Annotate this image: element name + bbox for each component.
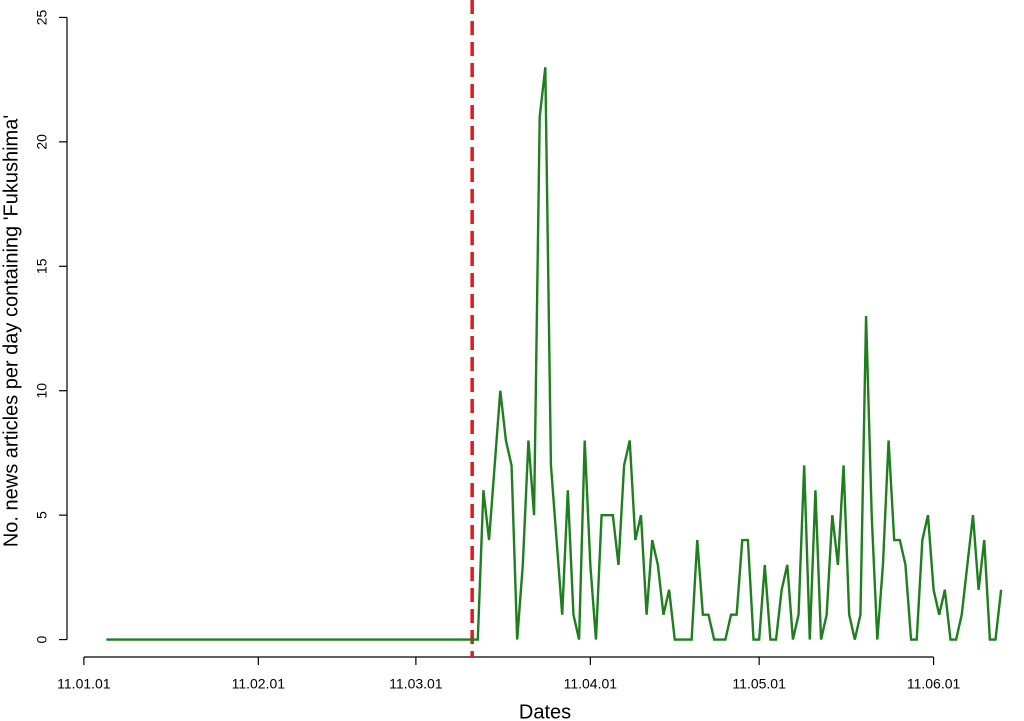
x-tick-label: 11.02.01: [232, 676, 286, 692]
x-tick-label: 11.04.01: [564, 676, 618, 692]
y-tick-label: 25: [34, 9, 50, 25]
x-tick-label: 11.05.01: [732, 676, 786, 692]
y-tick-label: 0: [34, 635, 50, 643]
x-tick-label: 11.03.01: [389, 676, 443, 692]
x-axis-title: Dates: [519, 701, 571, 721]
y-tick-label: 20: [34, 134, 50, 150]
y-axis-title: No. news articles per day containing 'Fu…: [0, 115, 22, 547]
x-tick-label: 11.06.01: [907, 676, 961, 692]
data-line: [106, 67, 1003, 641]
y-tick-label: 5: [34, 511, 50, 519]
x-tick-label: 11.01.01: [57, 676, 111, 692]
y-tick-label: 15: [34, 258, 50, 274]
y-tick-label: 10: [34, 383, 50, 399]
